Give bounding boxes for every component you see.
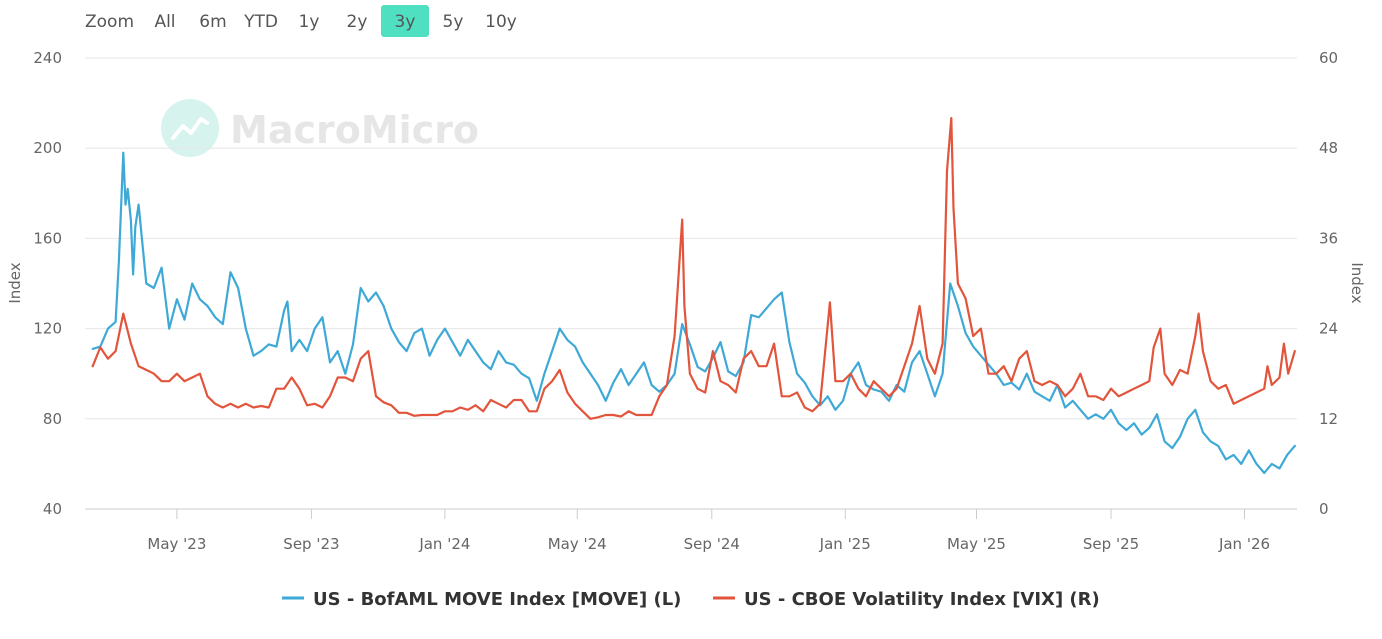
y-left-tick-label: 160	[33, 229, 62, 247]
watermark: MacroMicro	[161, 99, 479, 157]
zoom-button-label: 6m	[199, 12, 226, 32]
x-tick-label: May '24	[548, 535, 607, 553]
watermark-text: MacroMicro	[230, 108, 479, 152]
legend-label: US - CBOE Volatility Index [VIX] (R)	[744, 589, 1100, 610]
legend-label: US - BofAML MOVE Index [MOVE] (L)	[313, 589, 681, 610]
watermark-logo-icon	[161, 99, 219, 157]
zoom-button-6m[interactable]: 6m	[199, 12, 226, 32]
grid	[85, 57, 1297, 510]
zoom-button-2y[interactable]: 2y	[347, 12, 368, 32]
y-left-tick-label: 40	[43, 500, 62, 518]
watermark-chart-icon	[171, 117, 209, 140]
axis-x: May '23 Sep '23 Jan '24 May '24 Sep '24 Jan '…	[147, 509, 1270, 553]
zoom-button-label: 2y	[347, 12, 368, 32]
y-right-title: Index	[1348, 262, 1366, 303]
zoom-button-label: 1y	[299, 12, 320, 32]
series-line-move	[91, 151, 1296, 474]
y-right-tick-label: 24	[1319, 320, 1338, 338]
x-tick-label: Jan '25	[819, 535, 871, 553]
axis-right: 0 12 24 36 48 60 Index	[1319, 49, 1366, 518]
y-left-tick-label: 240	[33, 49, 62, 67]
x-tick-label: Sep '25	[1083, 535, 1139, 553]
zoom-button-label: All	[154, 12, 175, 32]
x-tick-label: Jan '24	[418, 535, 470, 553]
zoom-button-all[interactable]: All	[154, 12, 175, 32]
zoom-button-ytd[interactable]: YTD	[243, 12, 278, 32]
zoom-button-active-bg	[381, 5, 429, 37]
y-left-tick-label: 80	[43, 410, 62, 428]
zoom-button-label: 10y	[485, 12, 517, 32]
y-right-tick-label: 12	[1319, 410, 1338, 428]
zoom-button-1y[interactable]: 1y	[299, 12, 320, 32]
x-tick-label: Sep '23	[283, 535, 339, 553]
zoom-button-label: 3y	[395, 12, 416, 32]
x-tick-label: Jan '26	[1218, 535, 1270, 553]
y-right-tick-label: 36	[1319, 229, 1338, 247]
legend-item-move[interactable]: US - BofAML MOVE Index [MOVE] (L)	[282, 589, 681, 610]
y-left-tick-label: 120	[33, 320, 62, 338]
y-right-tick-label: 60	[1319, 49, 1338, 67]
zoom-button-label: YTD	[243, 12, 278, 32]
y-right-tick-label: 48	[1319, 139, 1338, 157]
zoom-button-5y[interactable]: 5y	[443, 12, 464, 32]
zoom-button-label: 5y	[443, 12, 464, 32]
x-tick-label: May '25	[947, 535, 1006, 553]
axis-left: 40 80 120 160 200 240 Index	[6, 49, 62, 518]
x-tick-label: Sep '24	[684, 535, 740, 553]
series-line-vix	[91, 116, 1296, 420]
zoom-bar: Zoom All 6m YTD 1y 2y 3y 5y 10y	[85, 5, 517, 37]
zoom-button-10y[interactable]: 10y	[485, 12, 517, 32]
y-left-title: Index	[6, 262, 24, 303]
y-left-tick-label: 200	[33, 139, 62, 157]
x-tick-label: May '23	[147, 535, 206, 553]
zoom-label: Zoom	[85, 12, 134, 32]
zoom-button-3y[interactable]: 3y	[381, 5, 429, 37]
legend: US - BofAML MOVE Index [MOVE] (L) US - CB…	[282, 589, 1100, 610]
series-layer	[91, 116, 1296, 474]
y-right-tick-label: 0	[1319, 500, 1329, 518]
legend-item-vix[interactable]: US - CBOE Volatility Index [VIX] (R)	[713, 589, 1100, 610]
